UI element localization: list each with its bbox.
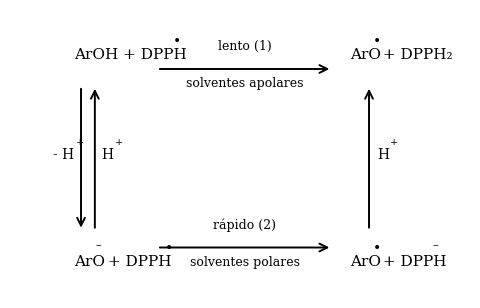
- Text: H: H: [102, 148, 114, 162]
- Text: –: –: [96, 241, 101, 250]
- Text: ArO: ArO: [350, 48, 382, 62]
- Text: - H: - H: [53, 148, 74, 162]
- Text: •: •: [372, 242, 381, 256]
- Text: solventes polares: solventes polares: [190, 256, 300, 269]
- Text: + DPPH: + DPPH: [103, 255, 171, 269]
- Text: ArO: ArO: [350, 255, 382, 269]
- Text: •: •: [173, 34, 181, 49]
- Text: rápido (2): rápido (2): [213, 218, 276, 232]
- Text: lento (1): lento (1): [218, 40, 272, 53]
- Text: +: +: [76, 138, 84, 147]
- Text: +: +: [115, 138, 123, 147]
- Text: +: +: [390, 138, 398, 147]
- Text: •: •: [372, 34, 381, 49]
- Text: ArO: ArO: [74, 255, 105, 269]
- Text: + DPPH: + DPPH: [378, 255, 447, 269]
- Text: + DPPH₂: + DPPH₂: [378, 48, 453, 62]
- Text: solventes apolares: solventes apolares: [186, 78, 303, 91]
- Text: •: •: [165, 242, 174, 256]
- Text: –: –: [432, 241, 438, 250]
- Text: H: H: [377, 148, 389, 162]
- Text: ArOH + DPPH: ArOH + DPPH: [74, 48, 187, 62]
